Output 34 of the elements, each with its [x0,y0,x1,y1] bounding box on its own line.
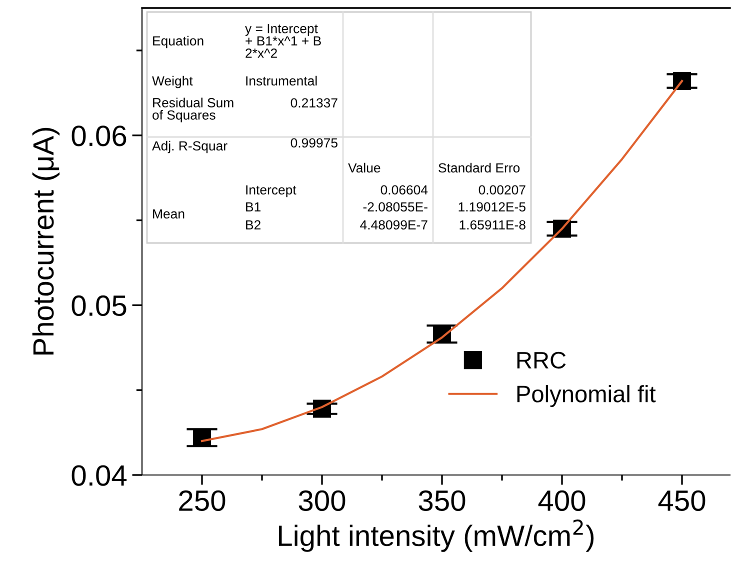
x-axis-title: Light intensity (mW/cm$^{2}$) [278,520,594,552]
y-tick-label: 0.06 [72,126,126,146]
annotation: y = Intercept + B1*x^1 + B 2*x^2 [245,24,321,58]
annotation: 1.65911E-8 [460,220,526,230]
point [672,72,692,90]
x-tick-label: 350 [418,490,466,512]
annotation: Value [348,162,380,173]
annotation: Residual Sum of Squares [152,98,234,122]
annotation: 4.48099E-7 [360,220,428,230]
annotation: Adj. R-Squar [152,140,228,154]
annotation: B2 [246,220,260,230]
annotation: Equation [153,36,204,48]
annotation: Intercept [246,185,296,198]
x-tick-label: 250 [179,490,226,512]
y-axis-title: Photocurrent (μA) [32,128,60,354]
x-tick-label: 300 [298,490,346,512]
point [192,428,212,447]
annotation: -2.08055E- [363,202,428,212]
legend-label: RRC [517,352,566,369]
annotation: B1 [246,202,260,212]
y-tick-label: 0.04 [72,465,127,486]
annotation: 0.00207 [478,185,526,195]
annotation: Standard Erro [438,162,520,173]
annotation: Mean [153,209,184,219]
legend-label: Polynomial fit [517,385,656,408]
annotation: 0.99975 [290,138,338,148]
annotation: 0.06604 [380,185,428,195]
annotation: Instrumental [246,76,317,86]
annotation: 0.21337 [290,98,338,108]
y-tick-label: 0.05 [72,295,126,316]
annotation: 1.19012E-5 [458,202,526,212]
x-tick-label: 450 [658,490,706,512]
x-tick-label: 400 [538,490,586,512]
annotation: Weight [152,76,193,88]
